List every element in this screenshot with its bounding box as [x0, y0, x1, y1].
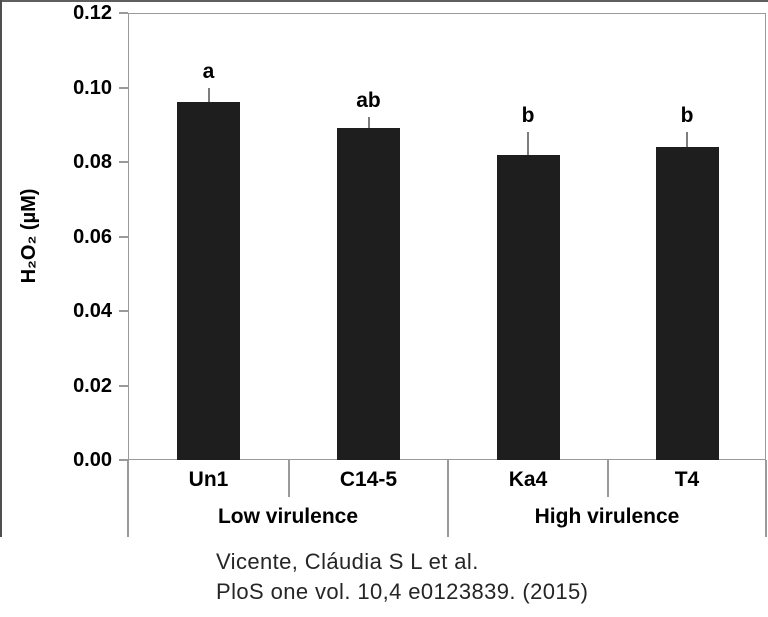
- significance-letter: ab: [356, 89, 381, 113]
- bar: [177, 102, 240, 460]
- bar: [655, 147, 719, 460]
- plot-area: [128, 13, 766, 460]
- y-tick-mark: [119, 161, 128, 163]
- category-separator-line: [288, 460, 290, 497]
- y-tick-label: 0.06: [73, 225, 112, 248]
- y-tick-mark: [119, 310, 128, 312]
- category-separator-line: [127, 460, 129, 537]
- figure-border-left: [0, 0, 2, 537]
- y-tick-mark: [119, 384, 128, 387]
- bar: [337, 128, 400, 460]
- group-label: Low virulence: [217, 505, 359, 528]
- bar: [496, 154, 560, 460]
- y-tick-mark: [119, 12, 128, 14]
- citation-line-1: Vicente, Cláudia S L et al.: [216, 549, 479, 574]
- y-tick-label: 0.10: [73, 76, 112, 99]
- significance-letter: b: [521, 104, 535, 128]
- y-tick-label: 0.12: [73, 2, 112, 24]
- y-tick-mark: [119, 459, 128, 461]
- category-label: Un1: [188, 468, 229, 491]
- citation-line-2: PloS one vol. 10,4 e0123839. (2015): [216, 578, 589, 604]
- significance-letter: a: [202, 59, 215, 83]
- figure-border-top: [0, 0, 768, 2]
- y-tick-label: 0.00: [73, 449, 112, 471]
- error-bar: [527, 132, 529, 155]
- y-tick-label: 0.02: [73, 374, 112, 397]
- y-tick-label: 0.08: [73, 151, 112, 173]
- category-label: Ka4: [508, 468, 548, 491]
- category-label: T4: [674, 468, 700, 491]
- error-bar: [207, 87, 210, 103]
- category-label: C14-5: [339, 468, 398, 491]
- category-separator-line: [607, 460, 609, 497]
- y-tick-mark: [119, 235, 128, 238]
- category-separator-line: [765, 460, 767, 537]
- error-bar: [367, 117, 370, 129]
- y-tick-mark: [119, 86, 128, 89]
- y-tick-label: 0.04: [73, 300, 112, 322]
- group-label: High virulence: [534, 505, 680, 528]
- citation: Vicente, Cláudia S L et al. PloS one vol…: [216, 547, 588, 606]
- category-separator-line: [447, 460, 449, 537]
- significance-letter: b: [680, 104, 694, 128]
- error-bar: [686, 132, 688, 148]
